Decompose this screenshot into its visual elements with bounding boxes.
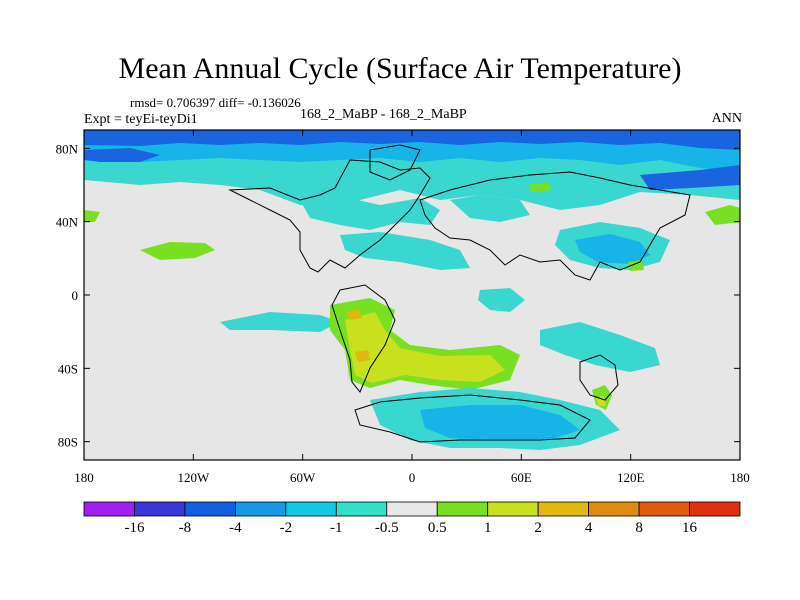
arctic-dark-patch-west [84,148,160,162]
africa-cyan-patch [478,288,525,312]
colorbar-label: 16 [682,520,698,536]
antarctica-outline [354,394,591,443]
green-small-ru [528,182,552,192]
southern-ocean-blue [420,405,580,440]
center-subtitle: 168_2_MaBP - 168_2_MaBP [300,107,467,122]
na-south-cyan [340,232,470,270]
greenland-outline [369,144,421,181]
eu-cyan-patch [450,195,530,222]
colorbar-swatch [184,501,236,517]
green-small-ea [628,260,644,271]
sa-orange-spot [346,309,362,320]
latitude-axis: 80N 40N 0 40S 80S [56,141,740,450]
colorbar-swatch [689,501,741,517]
arctic-dark-blue [640,165,740,190]
colorbar-label: 4 [585,520,593,536]
colorbar-label: -2 [280,520,293,536]
colorbar-swatch [386,501,438,517]
colorbar-swatch [487,501,539,517]
australia-outline [579,354,619,401]
eurasia-outline [419,171,691,281]
colorbar: -16 -8 -4 -2 -1 -0.5 0.5 1 2 4 8 16 [83,501,741,536]
colorbar-swatch [134,501,186,517]
lat-tick-label: 0 [72,288,79,303]
stats-text: rmsd= 0.706397 diff= -0.136026 [130,95,301,110]
colorbar-swatch [588,501,640,517]
colorbar-label: 8 [635,520,643,536]
season-label: ANN [711,111,742,126]
north-america-outline [228,159,431,273]
colorbar-label: -0.5 [375,520,399,536]
coastlines [228,144,691,443]
green-west-edge [84,210,100,222]
longitude-axis: 180 120W 60W 0 60E 120E 180 [74,130,750,485]
lon-tick-label: 180 [74,470,94,485]
experiment-label: Expt = teyEi-teyDi1 [84,112,198,127]
colorbar-label: -4 [229,520,242,536]
lon-tick-label: 0 [409,470,416,485]
lat-tick-label: 80N [56,141,79,156]
chart-title: Mean Annual Cycle (Surface Air Temperatu… [118,52,682,85]
colorbar-label: 0.5 [428,520,447,536]
colorbar-label: -1 [330,520,343,536]
lon-tick-label: 60W [290,470,316,485]
colorbar-swatch [638,501,690,517]
colorbar-label: -16 [124,520,144,536]
colorbar-swatch [83,501,135,517]
lon-tick-label: 120W [177,470,210,485]
green-north-pacific [140,242,215,260]
asia-blue-patch [575,234,650,264]
lon-tick-label: 180 [730,470,750,485]
tropical-cyan-streak [220,312,340,332]
lon-tick-label: 120E [617,470,645,485]
colorbar-swatch [234,501,287,517]
colorbar-swatch [335,501,388,517]
arctic-blue [84,130,740,150]
na-cyan-patch [300,196,440,230]
south-america-outline [331,284,396,393]
map-area [84,130,740,460]
lat-tick-label: 40S [58,361,78,376]
colorbar-label: 2 [534,520,542,536]
colorbar-swatch [537,501,590,517]
colorbar-swatch [285,501,337,517]
sa-yellow-region [345,312,505,383]
aus-yellow [596,396,606,406]
sa-orange-spot-2 [355,350,370,362]
colorbar-swatch [436,501,489,517]
lon-tick-label: 60E [511,470,532,485]
colorbar-label: 1 [484,520,492,536]
colorbar-label: -8 [179,520,192,536]
green-north-atlantic [705,205,740,225]
south-indian-cyan [540,322,660,372]
lat-tick-label: 40N [56,215,79,230]
lat-tick-label: 80S [58,435,78,450]
